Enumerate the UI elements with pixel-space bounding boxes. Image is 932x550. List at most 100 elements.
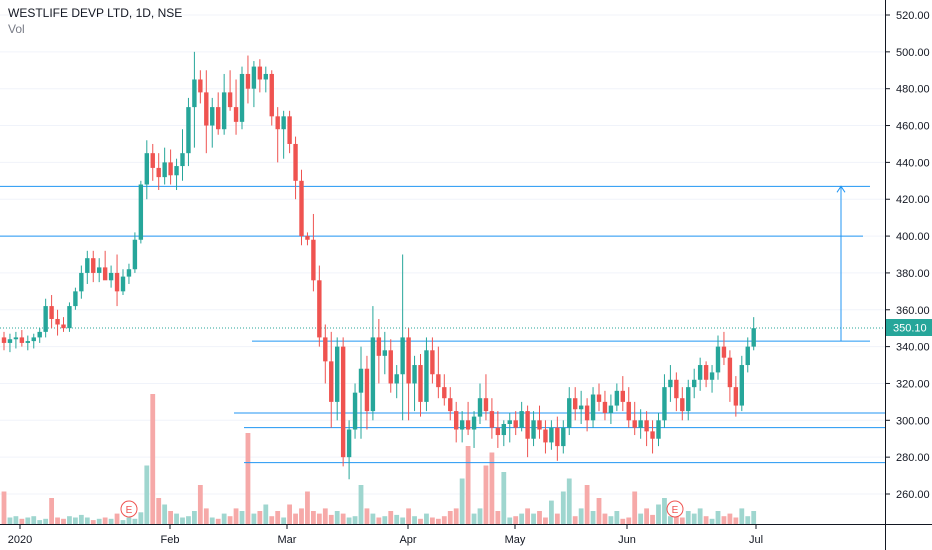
- candle: [221, 73, 227, 135]
- volume-bar: [447, 511, 453, 524]
- candle-body: [697, 365, 703, 380]
- candle-body: [573, 398, 578, 410]
- candle-body: [650, 431, 655, 439]
- candle: [370, 306, 376, 421]
- volume-bar: [352, 516, 358, 524]
- candle-body: [501, 423, 506, 436]
- time-tick-label: Jul: [749, 534, 763, 546]
- candle: [501, 420, 506, 447]
- candle: [73, 287, 78, 310]
- volume-bar: [67, 516, 72, 524]
- candle-body: [346, 429, 352, 458]
- candle: [114, 254, 120, 307]
- candle-body: [430, 350, 435, 375]
- candle-body: [245, 73, 251, 89]
- drawing-layer[interactable]: [0, 185, 885, 464]
- volume-bar: [370, 513, 376, 524]
- volume-bar: [632, 491, 638, 524]
- volume-bar: [543, 517, 548, 524]
- candle-body: [108, 272, 114, 281]
- volume-bar: [55, 517, 60, 524]
- candle: [454, 401, 459, 443]
- candle-body: [364, 368, 370, 412]
- volume-bar: [102, 517, 108, 524]
- volume-bar: [108, 518, 114, 524]
- volume-bar: [43, 518, 49, 524]
- candle-body: [537, 420, 542, 430]
- candle: [471, 411, 477, 448]
- time-scale[interactable]: 2020 Feb Mar Apr May Jun Jul: [8, 524, 763, 546]
- volume-bar: [287, 504, 292, 524]
- candle-body: [442, 387, 447, 399]
- volume-bar: [257, 511, 263, 524]
- candle-body: [275, 116, 280, 130]
- candle-body: [186, 107, 191, 154]
- candle-body: [221, 92, 227, 130]
- grid: [0, 14, 885, 495]
- candle: [412, 355, 417, 412]
- price-scale[interactable]: 520.00 500.00 480.00 460.00 440.00 420.00 400.…: [885, 10, 930, 501]
- last-price-text: 350.10: [893, 323, 927, 335]
- candle: [477, 383, 483, 424]
- candle: [644, 411, 649, 447]
- candle-body: [49, 306, 54, 319]
- candle: [120, 269, 126, 296]
- candle: [680, 387, 685, 421]
- volume-bar: [269, 516, 275, 524]
- candle: [335, 337, 340, 421]
- candle-body: [471, 416, 477, 430]
- earnings-event-marker[interactable]: E: [666, 500, 684, 518]
- candle: [126, 263, 132, 284]
- candle-body: [412, 365, 417, 384]
- volume-bar: [192, 511, 197, 524]
- candle-body: [358, 368, 364, 393]
- candle-body: [323, 337, 328, 362]
- volume-bar: [340, 513, 346, 524]
- candle-body: [102, 267, 108, 281]
- candle: [513, 411, 518, 436]
- candle-body: [608, 405, 614, 413]
- volume-bar: [126, 517, 132, 524]
- candle: [739, 355, 744, 412]
- volume-bar: [406, 508, 411, 524]
- candle-body: [227, 92, 233, 108]
- volume-indicator-label[interactable]: Vol: [8, 22, 25, 36]
- candle: [674, 372, 679, 412]
- candle-body: [210, 107, 215, 126]
- candle-body: [519, 411, 524, 428]
- price-tick-label: 400.00: [896, 231, 930, 243]
- candle-body: [465, 420, 471, 430]
- time-tick-label: Mar: [278, 534, 297, 546]
- candle: [1, 331, 7, 351]
- candle-body: [335, 346, 340, 402]
- volume-bar: [608, 516, 614, 524]
- candle-body: [751, 328, 756, 347]
- candle: [388, 339, 393, 393]
- price-tick-label: 260.00: [896, 489, 930, 501]
- volume-bar: [209, 517, 215, 524]
- candle-body: [394, 374, 399, 384]
- target-arrow[interactable]: [836, 185, 846, 342]
- volume-bar: [418, 518, 423, 524]
- candle: [567, 387, 572, 436]
- candle: [329, 331, 334, 428]
- volume-bar: [685, 511, 691, 524]
- candle: [573, 387, 578, 421]
- candle-body: [204, 92, 209, 126]
- earnings-event-marker[interactable]: E: [120, 500, 138, 518]
- volume-bar: [197, 485, 203, 524]
- candle: [436, 346, 441, 399]
- candle: [144, 140, 149, 200]
- price-tick-label: 420.00: [896, 194, 930, 206]
- candle: [656, 412, 661, 447]
- volume-bar: [311, 511, 316, 524]
- candle: [721, 331, 727, 366]
- volume-bar: [626, 517, 632, 524]
- volume-bar: [388, 511, 394, 524]
- candle-body: [37, 331, 42, 338]
- candle: [25, 335, 30, 351]
- candle: [49, 295, 54, 329]
